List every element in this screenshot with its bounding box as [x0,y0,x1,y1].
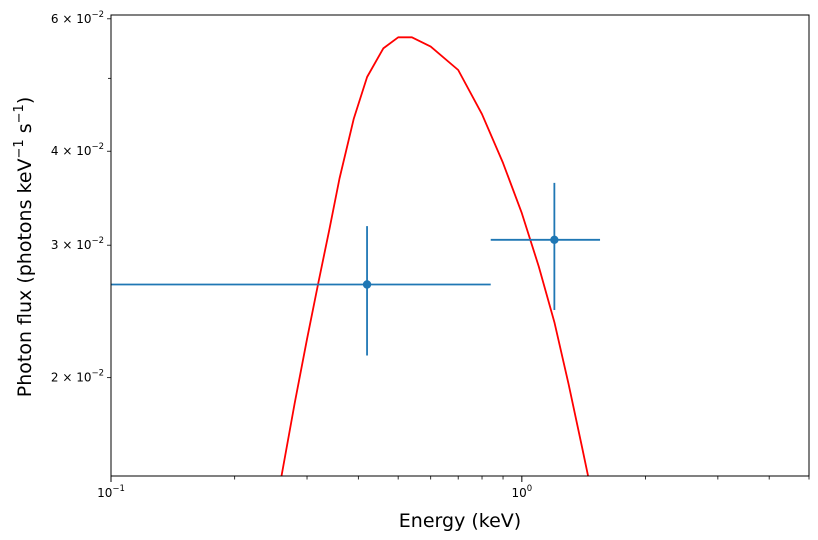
y-tick-label: 4 × 10−2 [51,142,104,158]
y-tick-label: 2 × 10−2 [51,369,104,385]
x-tick-label: 100 [511,484,532,500]
y-axis-label-exp1: −1 [12,139,27,158]
data-point [362,280,372,289]
x-axis-label: Energy (keV) [399,510,521,532]
axes-frame [110,14,810,477]
data-point [550,235,559,245]
y-tick-label: 3 × 10−2 [51,236,104,252]
model-curve [280,36,589,476]
y-axis-label-suffix: ) [14,97,36,104]
y-axis-label-exp2: −1 [12,104,27,123]
x-tick-label: 10−1 [97,484,125,500]
tick-labels: 10−1 100 2 × 10−2 3 × 10−2 4 × 10−2 6 × 10−2 [51,10,532,500]
plot-area [111,36,601,476]
y-axis-label: Photon flux (photons keV−1 s−1) [12,97,36,398]
y-axis-label-prefix: Photon flux (photons keV [14,158,36,397]
y-tick-label: 6 × 10−2 [51,10,104,26]
tick-marks [107,18,810,482]
y-axis-label-middle: s [14,123,36,139]
